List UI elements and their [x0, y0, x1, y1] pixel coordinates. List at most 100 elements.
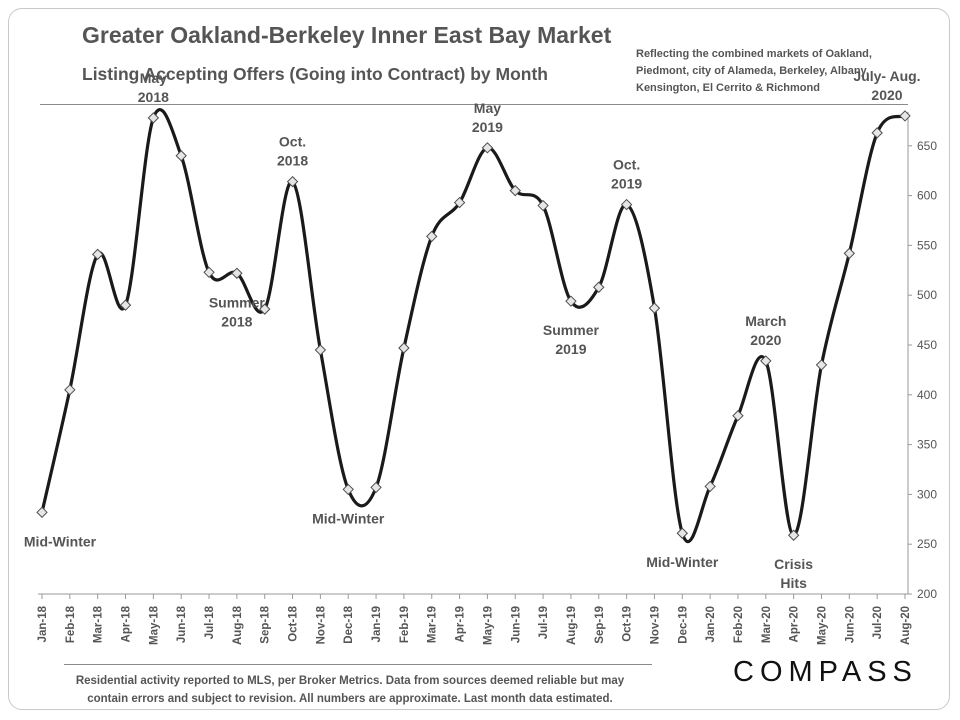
annotation-line: 2019	[611, 176, 642, 192]
data-point-jul-20	[871, 127, 883, 139]
annotation-line: Mid-Winter	[312, 510, 385, 526]
annotation-line: 2018	[277, 153, 308, 169]
data-point-apr-20	[787, 529, 800, 541]
x-tick-label: Nov-18	[315, 605, 327, 644]
x-tick-label: Aug-19	[566, 606, 578, 645]
data-point-feb-18	[64, 384, 76, 396]
data-point-jan-19	[370, 481, 382, 494]
x-tick-label: Apr-18	[121, 605, 133, 642]
data-point-may-19	[481, 142, 494, 154]
data-point-oct-18	[286, 175, 299, 188]
x-tick-label: Feb-19	[399, 606, 411, 643]
data-point-apr-19	[453, 196, 466, 209]
annotation-line: 2019	[555, 341, 586, 357]
x-tick-label: Mar-18	[93, 605, 105, 643]
x-tick-label: May-18	[148, 605, 160, 645]
x-tick-label: Sep-18	[260, 605, 272, 643]
annotation-line: March	[745, 313, 786, 329]
data-point-mar-20	[760, 355, 772, 367]
data-point-may-20	[815, 359, 828, 371]
x-tick-label: Jul-18	[204, 605, 216, 639]
data-point-oct-19	[620, 198, 633, 211]
annotation-10: Crisis Hits	[774, 556, 813, 591]
annotation-8: Mid-Winter	[646, 554, 719, 570]
data-point-sep-19	[593, 281, 605, 293]
annotation-11: July- Aug. 2020	[853, 68, 920, 103]
data-point-jun-18	[175, 150, 187, 162]
x-tick-label: Jun-20	[844, 606, 856, 643]
compass-logo: COMPASS	[733, 656, 918, 688]
annotation-3: Oct. 2018	[277, 134, 308, 169]
x-tick-label: May-19	[482, 606, 494, 645]
data-point-mar-18	[91, 248, 104, 261]
x-tick-label: May-20	[816, 606, 828, 645]
chart-title: Greater Oakland-Berkeley Inner East Bay …	[82, 22, 612, 48]
x-tick-label: Jul-19	[538, 606, 550, 639]
header-divider	[40, 104, 908, 105]
x-tick-label: Dec-19	[677, 606, 689, 644]
x-tick-label: Mar-20	[761, 606, 773, 643]
y-tick-label: 500	[917, 288, 937, 302]
y-tick-label: 350	[917, 438, 937, 452]
annotation-line: Oct.	[613, 157, 640, 173]
data-point-nov-19	[648, 302, 661, 314]
data-point-dec-19	[676, 527, 688, 539]
annotation-1: May 2018	[138, 70, 169, 105]
annotation-line: Summer	[543, 322, 600, 338]
annotation-6: Summer 2019	[543, 322, 600, 357]
data-point-nov-18	[314, 344, 327, 356]
data-point-may-18	[147, 112, 160, 124]
y-tick-label: 200	[917, 587, 937, 601]
x-tick-label: Jan-19	[371, 606, 383, 642]
annotation-4: Mid-Winter	[312, 510, 385, 526]
x-tick-label: Jul-20	[872, 606, 884, 639]
annotation-line: 2020	[750, 332, 781, 348]
x-tick-label: Jan-20	[705, 606, 717, 642]
x-tick-label: Apr-20	[789, 606, 801, 642]
x-tick-label: Jun-19	[510, 606, 522, 643]
annotation-7: Oct. 2019	[611, 157, 642, 192]
x-tick-label: Jun-18	[176, 605, 188, 643]
annotation-line: Mid-Winter	[24, 533, 97, 549]
x-tick-label: Oct-19	[622, 606, 634, 642]
data-point-aug-20	[899, 110, 911, 122]
data-point-dec-18	[342, 483, 354, 496]
chart-subtitle: Listing Accepting Offers (Going into Con…	[82, 64, 548, 84]
annotation-line: 2019	[472, 119, 503, 135]
data-point-aug-19	[565, 295, 577, 307]
annotation-line: Crisis	[774, 556, 813, 572]
annotation-line: 2020	[871, 87, 902, 103]
y-tick-label: 250	[917, 537, 937, 551]
x-tick-label: Aug-18	[232, 605, 244, 645]
y-tick-label: 400	[917, 388, 937, 402]
annotation-line: Mid-Winter	[646, 554, 719, 570]
series-line	[40, 108, 906, 544]
data-point-jan-18	[36, 506, 48, 519]
annotation-line: Hits	[780, 575, 807, 591]
footer-divider	[64, 664, 652, 665]
footnote: Residential activity reported to MLS, pe…	[75, 675, 625, 705]
x-tick-label: Aug-20	[900, 606, 912, 645]
data-point-feb-20	[732, 410, 744, 422]
data-point-aug-18	[231, 267, 243, 279]
annotation-line: Oct.	[279, 134, 306, 150]
x-tick-label: Apr-19	[455, 606, 467, 642]
x-tick-label: Feb-18	[65, 605, 77, 643]
data-point-feb-19	[398, 342, 410, 354]
data-point-jul-18	[203, 266, 215, 278]
annotation-line: May	[474, 100, 501, 116]
x-tick-label: Dec-18	[343, 605, 355, 643]
x-tick-label: Oct-18	[288, 605, 300, 641]
annotation-line: 2018	[138, 89, 169, 105]
annotation-9: March 2020	[745, 313, 786, 348]
x-tick-label: Feb-20	[733, 606, 745, 643]
x-tick-label: Mar-19	[427, 606, 439, 643]
data-point-sep-18	[259, 303, 271, 315]
data-point-jun-20	[843, 247, 856, 260]
y-tick-label: 550	[917, 238, 937, 252]
data-point-jul-19	[537, 199, 549, 212]
annotation-line: 2018	[221, 313, 252, 329]
market-note: Reflecting the combined markets of Oakla…	[636, 48, 872, 94]
data-point-apr-18	[119, 299, 132, 311]
annotation-line: May	[140, 70, 167, 86]
